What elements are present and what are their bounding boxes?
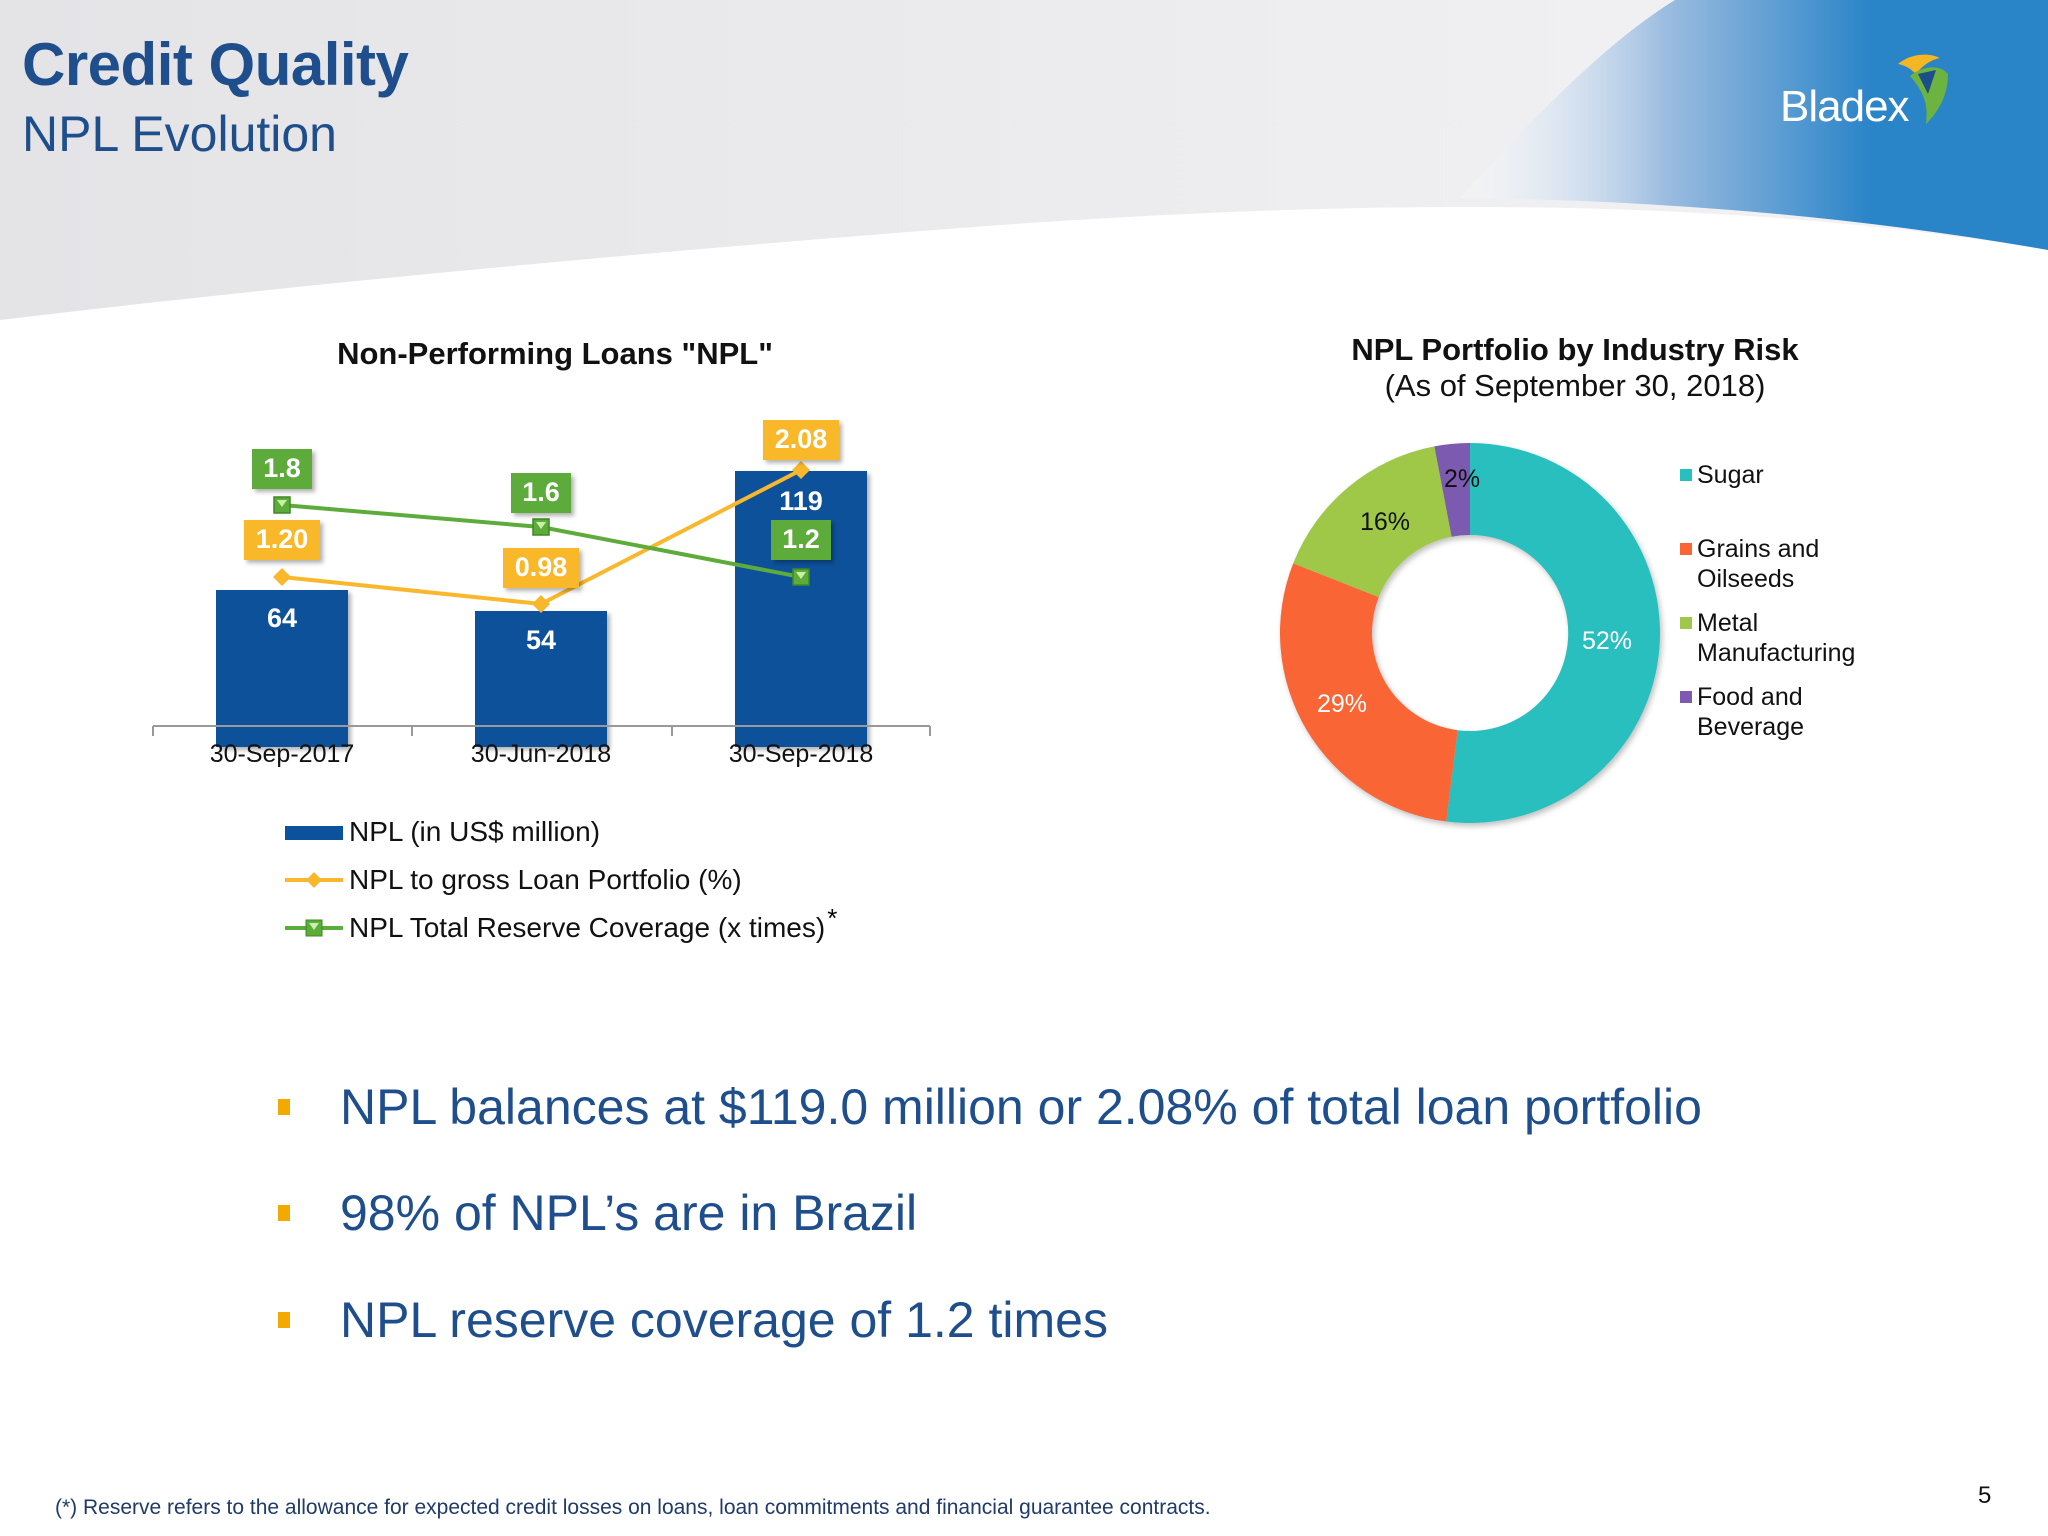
page-subtitle: NPL Evolution: [22, 106, 337, 162]
slice-food: [1434, 443, 1470, 537]
bar-label-2: 119: [779, 486, 823, 516]
legend-item-grains: Grains and Oilseeds: [1680, 534, 1897, 594]
bar-sep-2017: [216, 590, 348, 747]
bullet-square-icon: [278, 1312, 290, 1328]
grains-swatch-icon: [1680, 543, 1692, 555]
diamond-line-swatch-icon: [285, 872, 343, 888]
bullet-item: 98% of NPL’s are in Brazil: [278, 1184, 917, 1242]
x-tick-label-0: 30-Sep-2017: [209, 740, 355, 768]
page-title: Credit Quality: [22, 31, 409, 98]
square-line-swatch-icon: [285, 919, 343, 937]
sugar-swatch-icon: [1680, 469, 1692, 481]
bar-swatch-icon: [285, 826, 343, 840]
bar-jun-2018: [475, 611, 607, 747]
cov-label-2: 1.2: [782, 524, 820, 554]
bullet-square-icon: [278, 1099, 290, 1115]
bar-label-0: 64: [266, 603, 298, 633]
pct-label-2: 2.08: [774, 424, 828, 454]
legend-item-sugar: Sugar: [1680, 460, 1897, 490]
bar-chart-legend: NPL (in US$ million) NPL to gross Loan P…: [283, 808, 837, 952]
legend-item-metal: Metal Manufacturing: [1680, 608, 1897, 668]
x-tick-label-1: 30-Jun-2018: [470, 740, 612, 768]
legend-item-npl: NPL (in US$ million): [283, 808, 837, 856]
bullet-square-icon: [278, 1205, 290, 1221]
legend-item-coverage: NPL Total Reserve Coverage (x times) *: [283, 903, 837, 952]
cov-label-0: 1.8: [263, 453, 301, 483]
donut-chart-subtitle: (As of September 30, 2018): [1384, 368, 1766, 403]
slice-label-grains: 29%: [1317, 690, 1368, 718]
slice-label-food: 2%: [1444, 465, 1481, 493]
pct-label-0: 1.20: [255, 524, 309, 554]
bullet-item: NPL balances at $119.0 million or 2.08% …: [278, 1078, 1702, 1136]
cov-label-1: 1.6: [522, 477, 560, 507]
footnote: (*) Reserve refers to the allowance for …: [55, 1496, 1211, 1519]
bullet-item: NPL reserve coverage of 1.2 times: [278, 1291, 1108, 1349]
industry-donut-chart: [1279, 443, 1661, 823]
bladex-logo: Bladex: [1780, 52, 1960, 142]
bar-sep-2018: [735, 471, 867, 747]
metal-swatch-icon: [1680, 617, 1692, 629]
slice-sugar: [1446, 443, 1661, 823]
donut-chart-title: NPL Portfolio by Industry Risk: [1351, 332, 1799, 367]
x-tick-label-2: 30-Sep-2018: [728, 740, 874, 768]
bar-label-1: 54: [525, 625, 557, 655]
slice-label-sugar: 52%: [1582, 627, 1633, 655]
bar-chart-title: Non-Performing Loans "NPL": [337, 336, 773, 371]
bird-logo-icon: [1898, 54, 1948, 124]
slice-label-metal: 16%: [1360, 508, 1411, 536]
legend-item-food: Food and Beverage: [1680, 682, 1897, 742]
slice-metal: [1293, 446, 1452, 598]
pct-label-1: 0.98: [514, 552, 568, 582]
npl-bar-line-chart: [152, 420, 931, 747]
legend-item-npl-pct: NPL to gross Loan Portfolio (%): [283, 856, 837, 904]
slice-grains: [1279, 563, 1458, 822]
food-swatch-icon: [1680, 691, 1692, 703]
logo-text: Bladex: [1780, 82, 1910, 131]
page-number: 5: [1978, 1482, 1992, 1509]
